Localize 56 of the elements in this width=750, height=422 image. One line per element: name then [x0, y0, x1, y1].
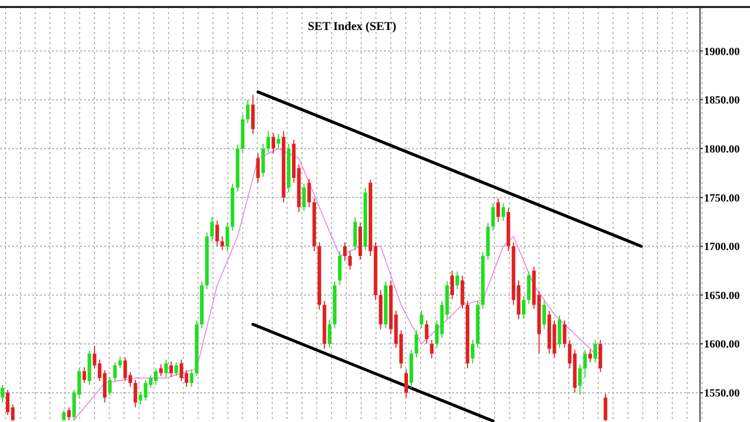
candlestick: [215, 220, 219, 247]
candlestick: [302, 183, 306, 212]
candlestick: [424, 320, 428, 344]
text: SET Index (SET): [308, 19, 396, 33]
candlestick: [276, 133, 280, 150]
candlestick: [62, 410, 66, 422]
y-tick-label: 1600.00: [704, 338, 740, 351]
y-tick-label: 1550.00: [704, 388, 740, 400]
candlestick: [67, 406, 71, 421]
candlestick: [82, 366, 86, 384]
candlestick: [210, 216, 214, 242]
candlestick: [414, 330, 418, 358]
y-tick-label: 1800.00: [704, 143, 740, 156]
y-tick-label: 1900.00: [704, 46, 740, 58]
y-tick-label: 1850.00: [704, 94, 740, 107]
candlestick: [307, 178, 311, 208]
candlestick: [220, 236, 224, 251]
candlestick: [578, 364, 582, 396]
candlestick: [404, 368, 408, 398]
candlestick: [190, 370, 194, 388]
line-series: [74, 148, 596, 421]
candlestick: [604, 393, 608, 422]
y-tick-label: 1700.00: [704, 241, 740, 254]
candlestick: [430, 339, 434, 360]
candlestick: [328, 318, 332, 348]
y-tick-label: 1750.00: [704, 192, 740, 204]
candlestick: [420, 310, 424, 329]
candlestick: [118, 356, 122, 369]
candlestick: [522, 296, 526, 319]
candlestick: [583, 349, 587, 379]
candlestick: [266, 130, 270, 153]
candlestick: [562, 320, 566, 348]
candlestick: [588, 349, 592, 363]
candlestick: [348, 250, 352, 270]
candlestick: [456, 271, 460, 290]
candlestick: [256, 152, 260, 184]
candlestick: [108, 376, 112, 396]
candlestick: [174, 362, 178, 377]
candlestick: [542, 300, 546, 330]
candlestick: [470, 339, 474, 364]
candlestick: [593, 339, 598, 363]
candlestick: [450, 270, 454, 300]
candlestick: [501, 202, 506, 222]
candlestick: [272, 132, 276, 154]
candlestick: [496, 198, 500, 222]
candlestick: [164, 359, 168, 378]
candlestick: [343, 242, 347, 262]
candlestick: [134, 380, 138, 408]
candlestick: [246, 99, 250, 124]
y-tick-label: 1650.00: [704, 290, 740, 302]
candlestick: [0, 384, 4, 403]
candlestick: [491, 202, 495, 232]
candlestick: [226, 222, 230, 252]
candlestick: [169, 360, 173, 378]
candlestick: [159, 364, 163, 377]
candlestick: [113, 362, 117, 382]
